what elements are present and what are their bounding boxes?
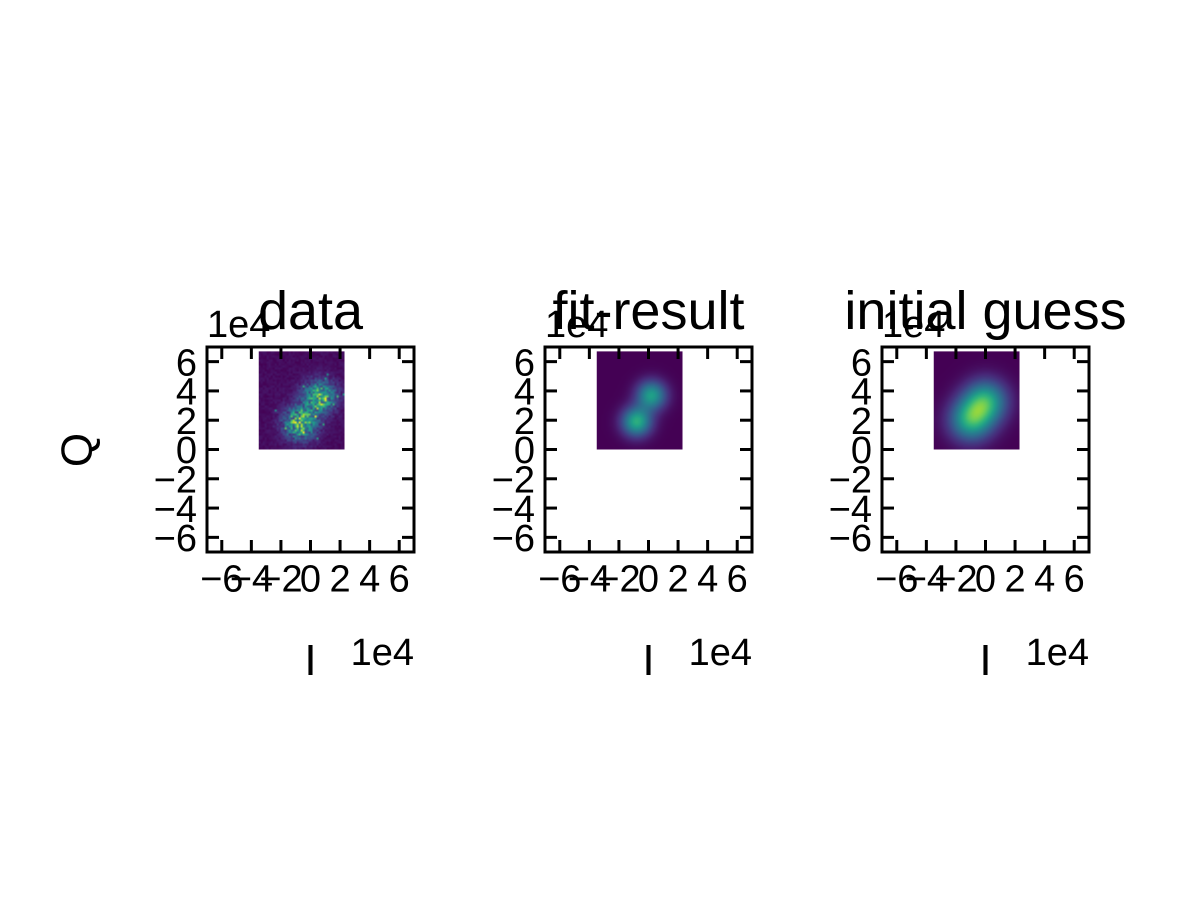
x-tick-label: −2 <box>597 559 640 601</box>
x-tick-label: −6 <box>538 559 581 601</box>
x-offset-text: 1e4 <box>1026 632 1089 674</box>
x-tick-label: −6 <box>875 559 918 601</box>
x-tick-label: −6 <box>200 559 243 601</box>
x-tick-label: 6 <box>1064 559 1085 601</box>
y-tick-label: 6 <box>176 342 197 384</box>
y-tick-label: −6 <box>492 518 535 560</box>
y-tick-label: 2 <box>851 401 872 443</box>
heatmap-image <box>596 351 683 450</box>
x-tick-label: 0 <box>975 559 996 601</box>
panel-title: initial guess <box>844 281 1126 341</box>
y-axis-label: Q <box>53 433 102 467</box>
x-tick-label: 2 <box>330 559 351 601</box>
y-tick-label: 6 <box>851 342 872 384</box>
x-tick-label: 2 <box>1005 559 1026 601</box>
x-tick-label: 4 <box>1034 559 1055 601</box>
y-tick-label: −4 <box>492 489 535 531</box>
y-tick-label: 4 <box>514 372 535 414</box>
x-tick-label: 0 <box>638 559 659 601</box>
x-tick-label: 4 <box>697 559 718 601</box>
x-tick-label: −4 <box>230 559 273 601</box>
x-offset-text: 1e4 <box>689 632 752 674</box>
heatmap-image <box>258 351 345 450</box>
x-tick-label: 6 <box>727 559 748 601</box>
x-axis-label: I <box>304 636 316 685</box>
y-tick-label: −2 <box>492 459 535 501</box>
y-tick-label: 2 <box>176 401 197 443</box>
y-tick-label: −2 <box>829 459 872 501</box>
panel-title: fit-result <box>552 281 744 341</box>
y-tick-label: −2 <box>154 459 197 501</box>
y-tick-label: 4 <box>176 372 197 414</box>
y-offset-text: 1e4 <box>207 304 270 346</box>
x-tick-label: 0 <box>300 559 321 601</box>
x-tick-label: 6 <box>389 559 410 601</box>
x-tick-label: 4 <box>359 559 380 601</box>
y-tick-label: −6 <box>154 518 197 560</box>
x-offset-text: 1e4 <box>351 632 414 674</box>
panel-title: data <box>258 281 364 341</box>
y-tick-label: 0 <box>851 430 872 472</box>
y-tick-label: 4 <box>851 372 872 414</box>
y-tick-label: 0 <box>176 430 197 472</box>
x-axis-label: I <box>642 636 654 685</box>
x-tick-label: −2 <box>259 559 302 601</box>
heatmap-image <box>933 351 1020 450</box>
x-tick-label: −4 <box>568 559 611 601</box>
y-tick-label: −6 <box>829 518 872 560</box>
x-tick-label: −2 <box>934 559 977 601</box>
x-axis-label: I <box>979 636 991 685</box>
y-tick-label: 0 <box>514 430 535 472</box>
y-offset-text: 1e4 <box>545 304 608 346</box>
x-tick-label: −4 <box>905 559 948 601</box>
y-tick-label: −4 <box>829 489 872 531</box>
y-offset-text: 1e4 <box>882 304 945 346</box>
y-tick-label: 2 <box>514 401 535 443</box>
y-tick-label: −4 <box>154 489 197 531</box>
y-tick-label: 6 <box>514 342 535 384</box>
x-tick-label: 2 <box>668 559 689 601</box>
